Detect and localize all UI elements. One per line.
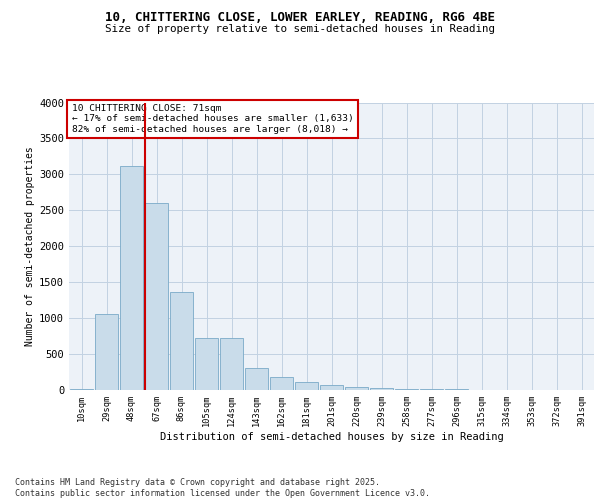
Text: 10, CHITTERING CLOSE, LOWER EARLEY, READING, RG6 4BE: 10, CHITTERING CLOSE, LOWER EARLEY, READ… bbox=[105, 11, 495, 24]
Bar bbox=[70, 389, 93, 390]
X-axis label: Distribution of semi-detached houses by size in Reading: Distribution of semi-detached houses by … bbox=[160, 432, 503, 442]
Bar bbox=[195, 338, 218, 390]
Bar bbox=[295, 382, 318, 390]
Bar bbox=[345, 387, 368, 390]
Bar bbox=[320, 385, 343, 390]
Bar bbox=[170, 292, 193, 390]
Y-axis label: Number of semi-detached properties: Number of semi-detached properties bbox=[25, 146, 35, 346]
Text: Size of property relative to semi-detached houses in Reading: Size of property relative to semi-detach… bbox=[105, 24, 495, 34]
Bar bbox=[95, 314, 118, 390]
Bar bbox=[220, 338, 243, 390]
Bar bbox=[120, 166, 143, 390]
Text: 10 CHITTERING CLOSE: 71sqm
← 17% of semi-detached houses are smaller (1,633)
82%: 10 CHITTERING CLOSE: 71sqm ← 17% of semi… bbox=[71, 104, 353, 134]
Bar bbox=[145, 203, 168, 390]
Bar bbox=[370, 388, 393, 390]
Bar bbox=[245, 368, 268, 390]
Bar bbox=[395, 388, 418, 390]
Text: Contains HM Land Registry data © Crown copyright and database right 2025.
Contai: Contains HM Land Registry data © Crown c… bbox=[15, 478, 430, 498]
Bar bbox=[270, 378, 293, 390]
